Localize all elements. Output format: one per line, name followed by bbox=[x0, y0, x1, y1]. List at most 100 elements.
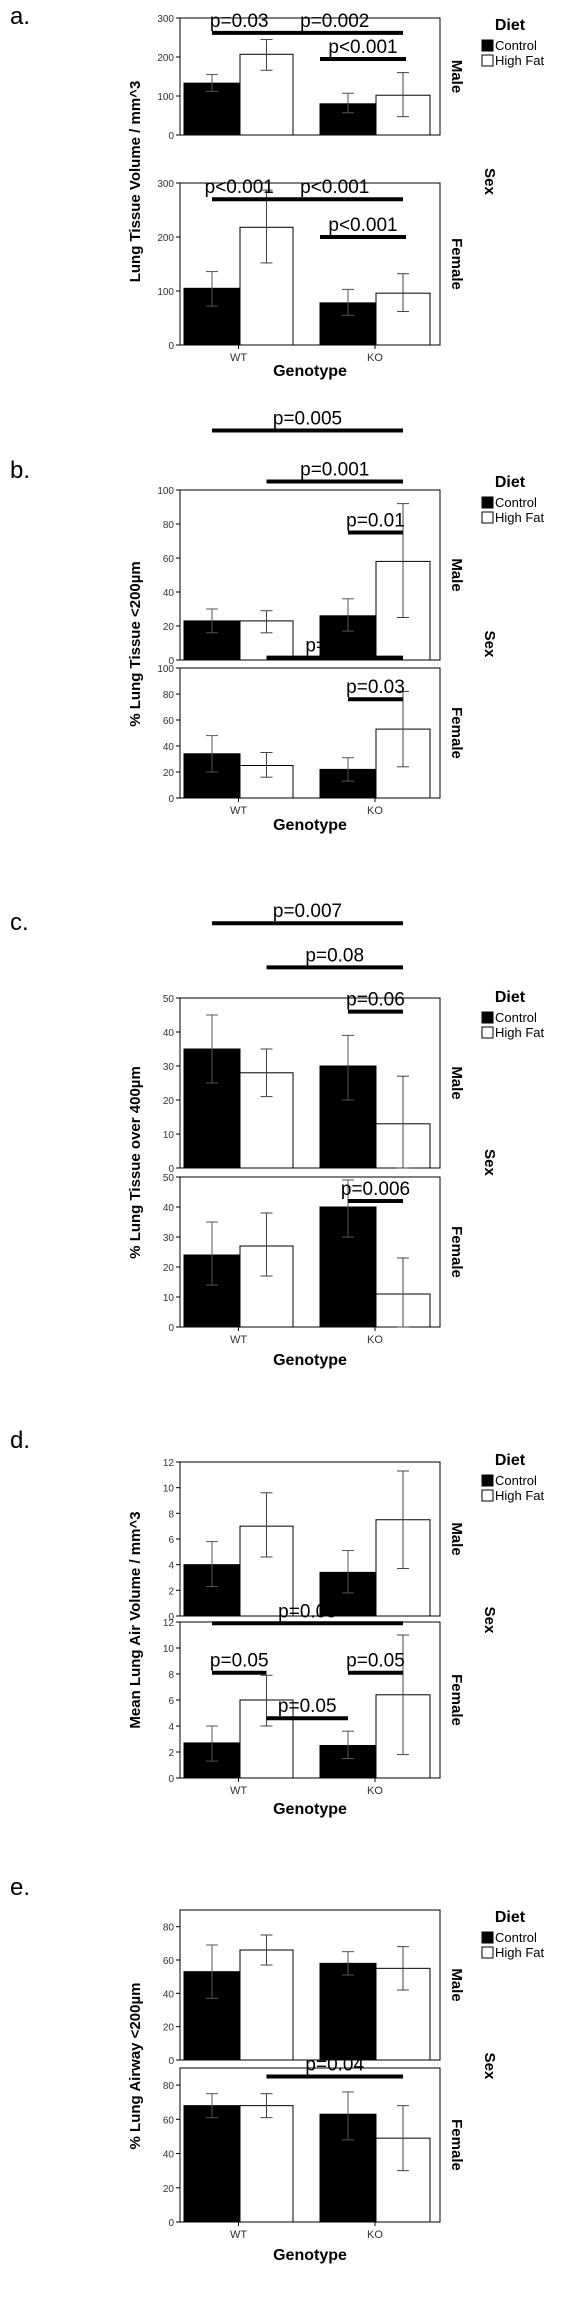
facet-frame bbox=[179, 667, 441, 799]
error-bar bbox=[206, 74, 218, 92]
p-value-label: p=0.03 bbox=[346, 677, 405, 698]
y-tick-label: 50 bbox=[163, 994, 175, 1005]
y-tick-label: 6 bbox=[168, 1696, 174, 1707]
error-bar bbox=[397, 1634, 409, 1756]
y-tick-label: 12 bbox=[163, 1618, 175, 1629]
y-tick-label: 20 bbox=[163, 1096, 175, 1107]
significance-annotation: p=0.001 bbox=[266, 460, 403, 484]
y-tick-label: 0 bbox=[168, 1612, 174, 1623]
facet-male: 0 10 20 30 40 50 p=0.007 p=0.08 p=0.06 Male bbox=[163, 901, 465, 1175]
error-bar bbox=[397, 1257, 409, 1328]
x-axis-label: Genotype bbox=[273, 1801, 347, 1818]
facet-name: Male bbox=[448, 558, 465, 591]
error-bar bbox=[206, 1221, 218, 1286]
facet-frame bbox=[179, 17, 441, 136]
y-tick-label: 0 bbox=[168, 794, 174, 805]
p-value-label: p=0.005 bbox=[273, 409, 342, 430]
chart-panel-5: e. 0 20 40 60 80 Male 0 20 40 60 80 p=0.04 Female WT KO… bbox=[10, 1874, 545, 2264]
y-tick-label: 30 bbox=[163, 1062, 175, 1073]
facet-female: 0 20 40 60 80 p=0.04 Female bbox=[163, 2055, 465, 2229]
error-bar bbox=[206, 735, 218, 773]
y-tick-label: 4 bbox=[168, 1561, 174, 1572]
y-axis-label: % Lung Airway <200µm bbox=[127, 1983, 144, 2150]
x-axis-label: Genotype bbox=[273, 2247, 347, 2264]
error-bar bbox=[342, 1730, 354, 1759]
y-tick-label: 40 bbox=[163, 1203, 175, 1214]
panel-label: d. bbox=[10, 1427, 30, 1454]
y-axis-label: Mean Lung Air Volume / mm^3 bbox=[127, 1511, 144, 1728]
p-value-label: p=0.05 bbox=[210, 1651, 269, 1672]
y-tick-label: 10 bbox=[163, 1293, 175, 1304]
facet-male: 0 20 40 60 80 100 p=0.005 p=0.001 p=0.01 Male bbox=[157, 409, 465, 668]
x-axis-label: Genotype bbox=[273, 363, 347, 380]
error-bar bbox=[342, 92, 354, 114]
y-tick-label: 200 bbox=[157, 233, 174, 244]
p-value-label: p=0.04 bbox=[305, 2055, 364, 2076]
facet-name: Male bbox=[448, 1066, 465, 1099]
y-tick-label: 40 bbox=[163, 742, 175, 753]
error-bar bbox=[206, 1541, 218, 1587]
error-bar bbox=[206, 1944, 218, 1999]
significance-annotation: p=0.03 bbox=[346, 677, 405, 702]
p-value-label: p=0.03 bbox=[210, 11, 269, 32]
legend-item-label: Control bbox=[495, 1930, 537, 1945]
y-tick-label: 300 bbox=[157, 179, 174, 190]
x-category-label: WT bbox=[230, 352, 247, 364]
y-tick-label: 60 bbox=[163, 554, 175, 565]
significance-annotation: p=0.005 bbox=[212, 409, 403, 433]
facet-male: 0 2 4 6 8 10 12 Male bbox=[163, 1458, 465, 1623]
panel-label: e. bbox=[10, 1874, 30, 1901]
significance-annotation: p=0.05 bbox=[266, 1696, 348, 1721]
significance-annotation: p=0.002 bbox=[266, 11, 403, 35]
facet-frame bbox=[179, 1176, 441, 1328]
facet-name: Female bbox=[448, 707, 465, 759]
p-value-label: p=0.001 bbox=[300, 460, 369, 481]
legend-swatch-control bbox=[481, 496, 494, 509]
x-category-label: KO bbox=[367, 352, 383, 364]
legend-item-label: High Fat bbox=[495, 1488, 545, 1503]
panel-label: b. bbox=[10, 457, 30, 484]
y-tick-label: 60 bbox=[163, 1956, 175, 1967]
y-tick-label: 100 bbox=[157, 664, 174, 675]
facet-female: 0 2 4 6 8 10 12 p=0.05 p=0.05 p=0.05 p=0.05 Female bbox=[163, 1601, 465, 1785]
y-tick-label: 8 bbox=[168, 1509, 174, 1520]
p-value-label: p=0.05 bbox=[346, 1651, 405, 1672]
error-bar bbox=[397, 1075, 409, 1169]
facet-frame bbox=[179, 1909, 441, 2061]
p-value-label: p=0.05 bbox=[278, 1696, 337, 1717]
y-tick-label: 20 bbox=[163, 2023, 175, 2034]
significance-annotation: p=0.05 bbox=[346, 1651, 405, 1675]
legend-item-label: Control bbox=[495, 495, 537, 510]
legend-swatch-high-fat bbox=[481, 1489, 494, 1502]
error-bar bbox=[397, 1470, 409, 1570]
p-value-label: p=0.03 bbox=[305, 636, 364, 657]
y-tick-label: 300 bbox=[157, 14, 174, 25]
y-tick-label: 200 bbox=[157, 53, 174, 64]
p-value-label: p<0.001 bbox=[205, 177, 274, 198]
significance-annotation: p=0.03 bbox=[266, 636, 403, 660]
p-value-label: p=0.05 bbox=[278, 1601, 337, 1622]
significance-annotation: p<0.001 bbox=[320, 37, 406, 61]
error-bar bbox=[342, 1550, 354, 1594]
significance-annotation: p=0.007 bbox=[212, 901, 403, 926]
bar-high-fat-wt bbox=[239, 1245, 294, 1328]
significance-annotation: p=0.05 bbox=[210, 1651, 269, 1675]
legend-item-label: High Fat bbox=[495, 53, 545, 68]
p-value-label: p<0.001 bbox=[328, 37, 397, 58]
y-tick-label: 6 bbox=[168, 1535, 174, 1546]
legend-item-label: Control bbox=[495, 1010, 537, 1025]
legend-title: Diet bbox=[495, 1909, 526, 1926]
legend-title: Diet bbox=[495, 989, 526, 1006]
significance-annotation: p=0.006 bbox=[341, 1179, 410, 1203]
y-tick-label: 12 bbox=[163, 1458, 175, 1469]
error-bar bbox=[397, 72, 409, 118]
y-tick-label: 0 bbox=[168, 1774, 174, 1785]
legend-swatch-high-fat bbox=[481, 54, 494, 67]
error-bar bbox=[342, 757, 354, 782]
y-tick-label: 10 bbox=[163, 1130, 175, 1141]
p-value-label: p=0.007 bbox=[273, 901, 342, 922]
error-bar bbox=[260, 38, 273, 71]
facet-frame bbox=[179, 489, 441, 661]
legend-item-label: High Fat bbox=[495, 510, 545, 525]
